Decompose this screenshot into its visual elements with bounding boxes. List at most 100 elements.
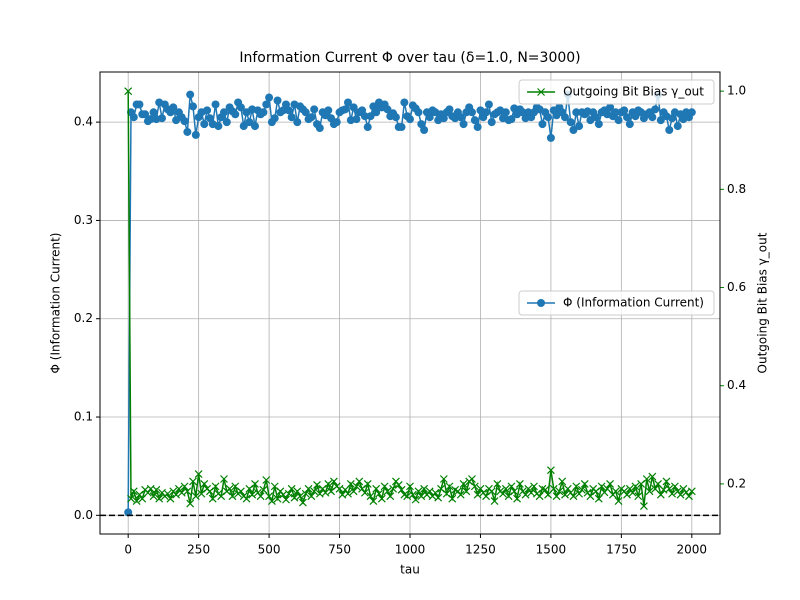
- marker: [346, 479, 355, 488]
- marker: [597, 482, 606, 491]
- marker: [236, 487, 245, 496]
- marker: [135, 100, 144, 109]
- y2-tick-label: 0.4: [727, 378, 746, 392]
- x-axis-label: tau: [400, 563, 420, 577]
- marker: [155, 494, 164, 503]
- marker: [265, 492, 274, 501]
- marker: [248, 490, 257, 499]
- marker: [296, 492, 305, 501]
- marker: [513, 494, 522, 503]
- marker: [324, 479, 333, 488]
- marker: [541, 485, 550, 494]
- marker: [468, 475, 476, 483]
- marker: [383, 105, 392, 114]
- marker: [200, 120, 209, 129]
- marker: [214, 122, 223, 131]
- plot-area: [124, 87, 696, 517]
- marker: [546, 466, 555, 475]
- marker: [544, 113, 553, 122]
- y2-tick-label: 1.0: [727, 84, 746, 98]
- marker: [685, 492, 693, 501]
- marker: [256, 492, 265, 501]
- marker: [639, 502, 648, 510]
- marker: [324, 106, 333, 115]
- marker: [425, 487, 434, 496]
- marker: [468, 108, 476, 117]
- marker: [606, 479, 615, 488]
- marker: [656, 490, 665, 499]
- marker: [352, 482, 361, 491]
- marker: [251, 122, 259, 131]
- marker: [228, 492, 237, 501]
- marker: [487, 118, 496, 127]
- marker: [572, 482, 581, 491]
- marker: [225, 484, 234, 493]
- marker: [307, 113, 316, 122]
- marker: [445, 482, 454, 491]
- marker: [473, 123, 482, 132]
- marker: [420, 125, 429, 134]
- y-tick-label: 0.2: [74, 311, 93, 325]
- marker: [301, 108, 310, 117]
- marker: [414, 108, 423, 117]
- marker: [501, 484, 510, 493]
- marker: [242, 494, 251, 503]
- marker: [406, 115, 414, 124]
- marker: [434, 493, 443, 502]
- marker: [166, 494, 175, 503]
- marker: [484, 100, 493, 109]
- marker: [521, 490, 530, 499]
- marker: [459, 479, 468, 488]
- marker: [284, 106, 293, 115]
- marker: [298, 498, 307, 507]
- marker: [363, 123, 372, 132]
- y-tick-label: 0.4: [74, 115, 93, 129]
- marker: [631, 482, 640, 491]
- marker: [642, 475, 651, 483]
- x-tick-label: 1500: [536, 543, 567, 557]
- marker: [183, 487, 192, 496]
- marker: [259, 108, 268, 117]
- marker: [445, 105, 454, 114]
- marker: [239, 122, 248, 131]
- marker: [132, 497, 141, 506]
- marker: [470, 116, 479, 125]
- marker: [403, 492, 412, 501]
- marker: [377, 494, 386, 503]
- marker: [245, 118, 254, 127]
- marker: [606, 103, 615, 112]
- marker: [344, 98, 352, 107]
- marker: [172, 490, 181, 499]
- marker: [673, 122, 682, 131]
- marker: [456, 113, 465, 122]
- marker: [507, 115, 516, 124]
- marker: [648, 472, 657, 481]
- marker: [287, 113, 296, 122]
- marker: [372, 484, 381, 493]
- marker: [530, 482, 538, 491]
- marker: [561, 490, 569, 499]
- marker: [572, 108, 581, 117]
- marker: [310, 105, 319, 114]
- marker: [614, 116, 623, 125]
- marker: [411, 495, 420, 504]
- marker: [611, 108, 620, 117]
- marker: [676, 490, 685, 499]
- marker: [563, 484, 572, 493]
- marker: [273, 494, 282, 503]
- marker: [194, 470, 203, 479]
- marker: [462, 487, 471, 496]
- legend: Φ (Information Current): [518, 290, 715, 316]
- marker: [507, 482, 516, 491]
- marker: [169, 103, 178, 112]
- marker: [546, 133, 555, 142]
- marker: [220, 108, 228, 117]
- x-tick-label: 1000: [395, 543, 426, 557]
- marker: [662, 477, 671, 486]
- marker: [293, 118, 302, 127]
- marker: [459, 120, 468, 129]
- marker: [349, 103, 358, 112]
- marker: [189, 102, 197, 111]
- marker: [623, 113, 631, 122]
- marker: [174, 484, 183, 493]
